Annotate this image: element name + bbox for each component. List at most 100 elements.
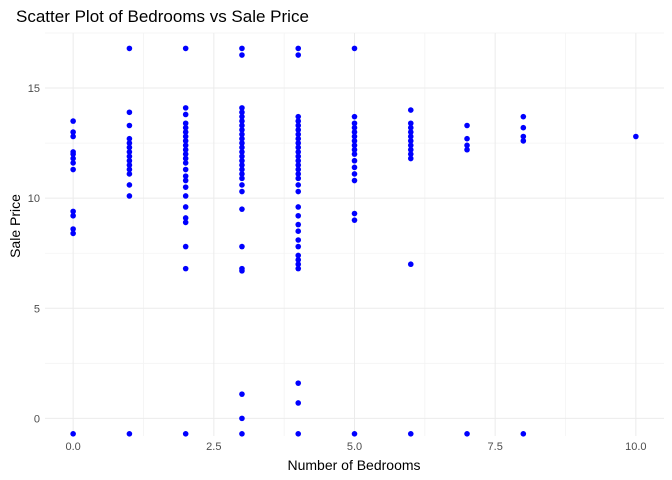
x-tick-label: 2.5 <box>206 441 221 453</box>
data-point <box>295 221 302 228</box>
data-point <box>70 166 76 173</box>
data-point <box>351 157 358 164</box>
data-point <box>351 171 358 177</box>
data-point <box>126 193 133 199</box>
data-point <box>351 45 358 52</box>
data-point <box>351 210 358 217</box>
data-point <box>351 142 358 149</box>
data-point <box>70 160 76 166</box>
data-point <box>239 182 245 188</box>
data-point <box>351 217 358 223</box>
data-point <box>239 391 245 397</box>
data-point <box>70 155 76 162</box>
data-point <box>295 52 302 58</box>
data-point <box>182 45 189 52</box>
data-point <box>239 243 245 250</box>
data-point <box>295 182 302 188</box>
data-point <box>633 133 639 140</box>
data-point <box>351 120 358 127</box>
data-point <box>182 155 189 162</box>
data-point <box>182 215 189 221</box>
data-point <box>126 45 133 52</box>
data-points <box>70 45 639 437</box>
data-point <box>126 182 133 188</box>
data-point <box>126 171 133 177</box>
data-point <box>351 430 358 437</box>
y-tick-label: 5 <box>34 303 40 315</box>
data-point <box>351 151 358 157</box>
data-point <box>182 105 189 111</box>
data-point <box>239 105 245 111</box>
data-point <box>182 124 189 131</box>
data-point <box>407 151 414 157</box>
data-point <box>407 155 414 162</box>
data-point <box>182 166 189 173</box>
data-point <box>407 138 414 144</box>
data-point <box>182 151 189 157</box>
data-point <box>295 157 302 164</box>
data-point <box>295 171 302 177</box>
data-point <box>464 135 470 142</box>
data-point <box>407 430 414 437</box>
data-point <box>407 124 414 131</box>
data-point <box>70 133 76 140</box>
data-point <box>295 400 302 406</box>
data-point <box>520 113 527 120</box>
data-point <box>295 212 302 219</box>
data-point <box>351 138 358 144</box>
data-point <box>407 120 414 127</box>
data-point <box>126 122 133 129</box>
data-point <box>407 133 414 140</box>
data-point <box>407 146 414 153</box>
data-point <box>182 204 189 210</box>
data-point <box>239 166 245 173</box>
data-point <box>182 138 189 144</box>
data-point <box>520 133 527 140</box>
data-point <box>239 157 245 164</box>
data-point <box>407 142 414 149</box>
data-point <box>295 140 302 146</box>
data-point <box>407 129 414 135</box>
data-point <box>182 177 189 184</box>
data-point <box>239 430 245 437</box>
data-point <box>351 177 358 184</box>
data-point <box>70 149 76 155</box>
data-point <box>351 124 358 131</box>
data-point <box>464 142 470 149</box>
data-point <box>239 149 245 155</box>
data-point <box>126 109 133 116</box>
data-point <box>182 430 189 437</box>
data-point <box>295 45 302 52</box>
grid <box>45 32 664 436</box>
data-point <box>295 175 302 182</box>
data-point <box>295 265 302 272</box>
data-point <box>126 149 133 155</box>
data-point <box>239 135 245 142</box>
data-point <box>182 142 189 149</box>
data-point <box>70 226 76 232</box>
data-point <box>182 160 189 166</box>
data-point <box>182 129 189 135</box>
data-point <box>239 109 245 116</box>
x-axis-title: Number of Bedrooms <box>287 457 420 473</box>
data-point <box>126 430 133 437</box>
data-point <box>126 166 133 173</box>
data-point <box>239 206 245 212</box>
data-point <box>295 237 302 243</box>
data-point <box>520 430 527 437</box>
data-point <box>351 133 358 140</box>
data-point <box>295 204 302 210</box>
y-axis-ticks: 0 5 10 15 <box>28 83 40 425</box>
data-point <box>239 140 245 146</box>
x-tick-label: 7.5 <box>488 441 503 453</box>
x-tick-label: 10.0 <box>625 441 646 453</box>
data-point <box>295 380 302 386</box>
data-point <box>464 122 470 129</box>
data-point <box>351 113 358 120</box>
data-point <box>407 107 414 113</box>
data-point <box>351 129 358 135</box>
data-point <box>239 171 245 177</box>
data-point <box>182 243 189 250</box>
data-point <box>70 118 76 124</box>
